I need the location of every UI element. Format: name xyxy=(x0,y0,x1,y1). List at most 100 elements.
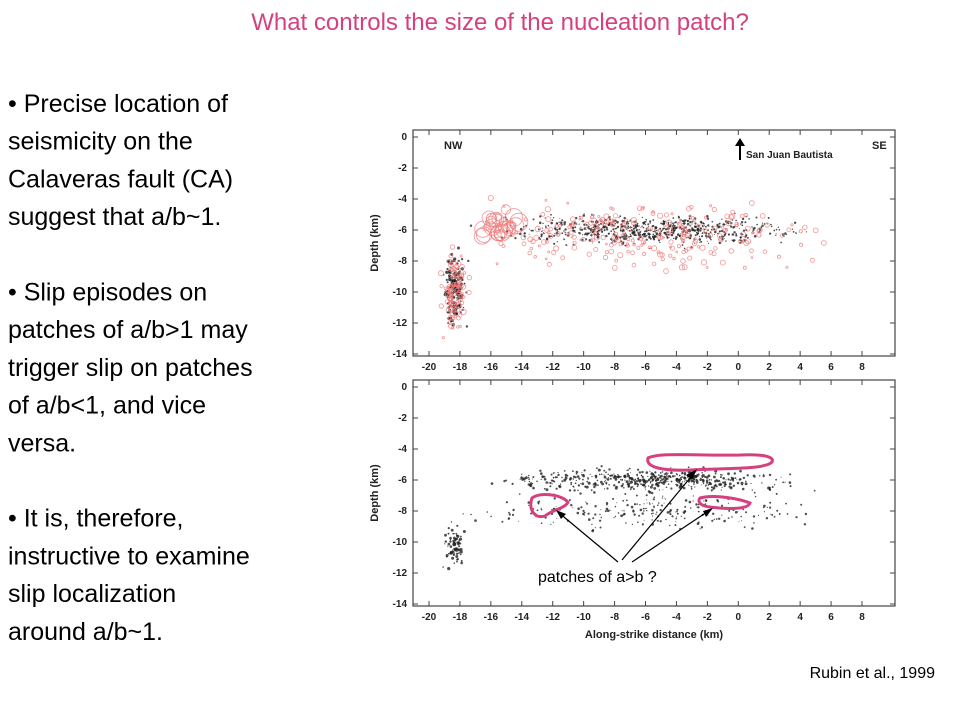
dot xyxy=(678,482,681,484)
dot xyxy=(538,221,542,225)
x-tick-label: -10 xyxy=(576,612,591,623)
dot xyxy=(647,225,650,227)
dot xyxy=(584,485,587,488)
dot xyxy=(452,278,457,283)
dot xyxy=(666,475,668,477)
dot xyxy=(451,279,453,281)
dot xyxy=(652,230,654,233)
dot xyxy=(763,504,766,508)
dot xyxy=(701,472,703,474)
dot xyxy=(584,226,588,230)
dot xyxy=(720,225,724,229)
dot xyxy=(631,262,637,268)
dot xyxy=(677,216,681,219)
dot xyxy=(445,278,448,281)
dot xyxy=(488,211,505,228)
dot xyxy=(605,507,609,511)
dot xyxy=(540,507,542,509)
dot xyxy=(609,509,611,511)
dot xyxy=(789,485,792,488)
dot xyxy=(449,244,456,250)
dot xyxy=(668,239,674,245)
dot xyxy=(648,502,651,504)
dot xyxy=(642,223,645,225)
dot xyxy=(708,478,711,481)
dot xyxy=(555,222,559,225)
dot xyxy=(789,473,792,476)
dot xyxy=(775,233,777,235)
dot xyxy=(713,233,715,235)
dot xyxy=(533,234,540,241)
dot xyxy=(537,501,540,504)
dot xyxy=(600,480,603,484)
dot xyxy=(612,213,619,219)
dot xyxy=(593,234,600,241)
dot xyxy=(637,229,641,233)
y-tick-label: -14 xyxy=(393,349,408,360)
dot xyxy=(613,517,615,519)
dot xyxy=(602,226,605,229)
dot xyxy=(775,478,777,481)
dot xyxy=(626,504,629,507)
dot xyxy=(677,244,682,249)
dot xyxy=(451,301,458,308)
dot xyxy=(660,222,662,224)
dot xyxy=(455,555,459,558)
dot xyxy=(581,472,583,473)
dot xyxy=(652,233,655,236)
location-label: San Juan Bautista xyxy=(746,150,833,161)
y-tick-label: -4 xyxy=(398,194,407,205)
dot xyxy=(680,478,683,481)
nw-label: NW xyxy=(444,140,463,152)
dot xyxy=(585,232,587,234)
dot xyxy=(763,511,766,513)
dot xyxy=(470,513,472,516)
dot xyxy=(544,206,551,213)
dot xyxy=(702,479,705,482)
dot xyxy=(698,238,702,241)
dot xyxy=(659,508,662,512)
dot xyxy=(653,505,655,508)
dot xyxy=(547,250,551,254)
dot xyxy=(570,216,576,223)
dot xyxy=(582,220,585,223)
dot xyxy=(662,495,664,497)
x-tick-label: -14 xyxy=(515,612,530,623)
dot xyxy=(626,237,631,242)
arrowheads xyxy=(556,469,713,519)
dot xyxy=(705,265,709,269)
dot xyxy=(666,232,671,237)
dot xyxy=(490,482,494,485)
dot xyxy=(528,474,530,477)
dot xyxy=(460,561,464,565)
dot xyxy=(668,237,670,239)
dot xyxy=(735,223,739,228)
dot xyxy=(525,476,528,480)
dot xyxy=(481,210,497,226)
dot xyxy=(709,231,712,234)
dot xyxy=(706,234,710,238)
dot xyxy=(451,556,455,560)
dot xyxy=(705,237,707,239)
dot xyxy=(576,511,580,515)
dot xyxy=(653,496,656,499)
dot xyxy=(529,484,532,487)
dot xyxy=(600,228,603,231)
dot xyxy=(728,248,734,254)
dot xyxy=(727,502,730,504)
dot xyxy=(694,225,697,229)
dot xyxy=(667,480,669,482)
dot xyxy=(626,227,632,232)
dot xyxy=(728,482,732,486)
dot xyxy=(495,262,499,266)
dot xyxy=(614,258,619,263)
dot xyxy=(490,225,506,242)
dot xyxy=(641,251,647,256)
x-tick-label: -10 xyxy=(576,362,591,373)
dot xyxy=(456,524,459,527)
dot xyxy=(550,523,552,526)
dot xyxy=(448,297,453,303)
dot xyxy=(630,486,633,489)
dot xyxy=(486,511,489,513)
arrowhead xyxy=(556,510,566,519)
